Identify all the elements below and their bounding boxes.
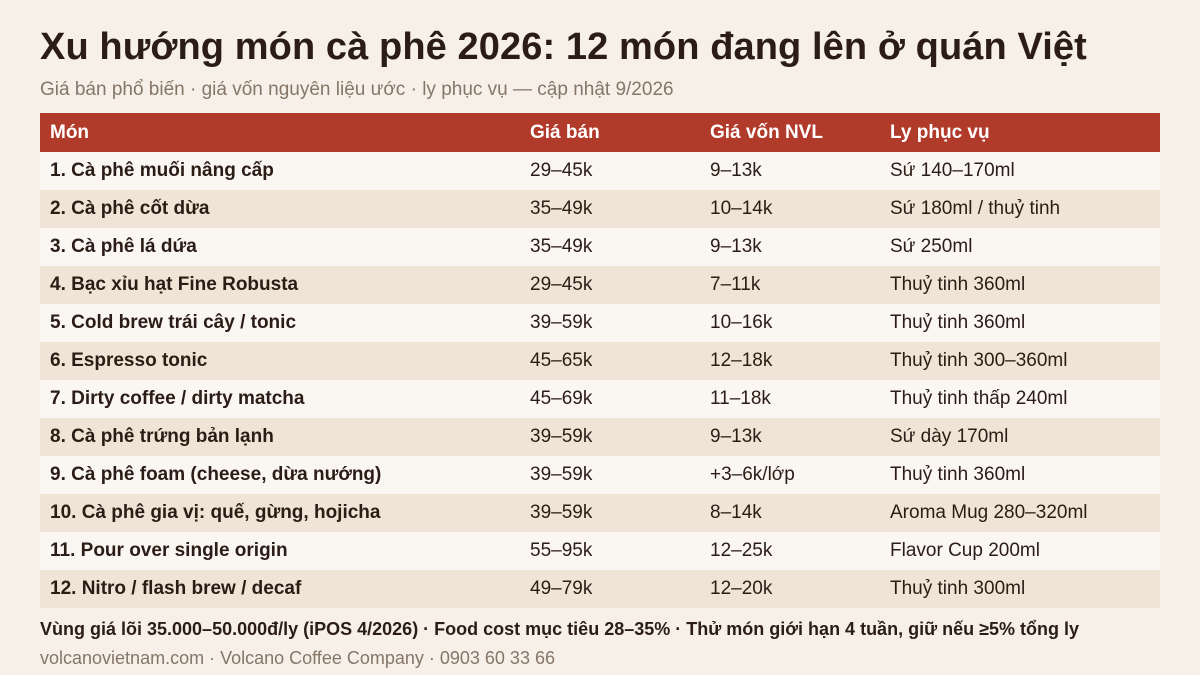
header-price: Giá bán [520, 113, 700, 152]
table-row: 2. Cà phê cốt dừa 35–49k 10–14k Sứ 180ml / … [40, 190, 1160, 228]
table-row: 6. Espresso tonic 45–65k 12–18k Thuỷ tinh 3… [40, 342, 1160, 380]
table-row: 5. Cold brew trái cây / tonic 39–59k 10–16… [40, 304, 1160, 342]
cell-price: 45–65k [520, 342, 700, 380]
cell-cup: Aroma Mug 280–320ml [880, 494, 1160, 532]
table-row: 1. Cà phê muối nâng cấp 29–45k 9–13k Sứ 140… [40, 152, 1160, 190]
table-row: 11. Pour over single origin 55–95k 12–25k F… [40, 532, 1160, 570]
table-row: 8. Cà phê trứng bản lạnh 39–59k 9–13k Sứ dà… [40, 418, 1160, 456]
cell-dish: 10. Cà phê gia vị: quế, gừng, hojicha [40, 494, 520, 532]
header-cost: Giá vốn NVL [700, 113, 880, 152]
cell-dish: 8. Cà phê trứng bản lạnh [40, 418, 520, 456]
coffee-trend-table: Món Giá bán Giá vốn NVL Ly phục vụ 1. Cà… [40, 113, 1160, 608]
table-row: 4. Bạc xỉu hạt Fine Robusta 29–45k 7–11k Th… [40, 266, 1160, 304]
cell-cup: Thuỷ tinh 300–360ml [880, 342, 1160, 380]
cell-dish: 11. Pour over single origin [40, 532, 520, 570]
cell-cost: 11–18k [700, 380, 880, 418]
cell-cup: Thuỷ tinh 360ml [880, 266, 1160, 304]
cell-price: 39–59k [520, 494, 700, 532]
cell-cost: +3–6k/lớp [700, 456, 880, 494]
cell-cost: 10–14k [700, 190, 880, 228]
footer-contact: volcanovietnam.com · Volcano Coffee Comp… [40, 648, 555, 668]
cell-dish: 4. Bạc xỉu hạt Fine Robusta [40, 266, 520, 304]
table-row: 3. Cà phê lá dứa 35–49k 9–13k Sứ 250ml [40, 228, 1160, 266]
cell-price: 49–79k [520, 570, 700, 608]
cell-cup: Thuỷ tinh 360ml [880, 456, 1160, 494]
table-body: 1. Cà phê muối nâng cấp 29–45k 9–13k Sứ 140… [40, 152, 1160, 608]
cell-cost: 12–18k [700, 342, 880, 380]
cell-price: 29–45k [520, 152, 700, 190]
cell-price: 45–69k [520, 380, 700, 418]
cell-cost: 12–25k [700, 532, 880, 570]
table-row: 12. Nitro / flash brew / decaf 49–79k 12–2… [40, 570, 1160, 608]
cell-dish: 5. Cold brew trái cây / tonic [40, 304, 520, 342]
cell-price: 35–49k [520, 228, 700, 266]
cell-dish: 7. Dirty coffee / dirty matcha [40, 380, 520, 418]
cell-cost: 7–11k [700, 266, 880, 304]
table-row: 9. Cà phê foam (cheese, dừa nướng) 39–59k… [40, 456, 1160, 494]
footnote: Vùng giá lõi 35.000–50.000đ/ly (iPOS 4/2… [40, 619, 1079, 639]
cell-price: 29–45k [520, 266, 700, 304]
cell-cost: 10–16k [700, 304, 880, 342]
cell-cup: Sứ 250ml [880, 228, 1160, 266]
cell-cup: Sứ 180ml / thuỷ tinh [880, 190, 1160, 228]
cell-cup: Thuỷ tinh 360ml [880, 304, 1160, 342]
cell-cup: Thuỷ tinh thấp 240ml [880, 380, 1160, 418]
cell-cost: 9–13k [700, 228, 880, 266]
page-title: Xu hướng món cà phê 2026: 12 món đang lê… [40, 26, 1087, 68]
cell-price: 39–59k [520, 456, 700, 494]
cell-cup: Thuỷ tinh 300ml [880, 570, 1160, 608]
cell-dish: 6. Espresso tonic [40, 342, 520, 380]
header-cup: Ly phục vụ [880, 113, 1160, 152]
cell-dish: 12. Nitro / flash brew / decaf [40, 570, 520, 608]
cell-cost: 12–20k [700, 570, 880, 608]
table-row: 10. Cà phê gia vị: quế, gừng, hojicha 39–… [40, 494, 1160, 532]
cell-cup: Sứ 140–170ml [880, 152, 1160, 190]
cell-dish: 2. Cà phê cốt dừa [40, 190, 520, 228]
cell-dish: 3. Cà phê lá dứa [40, 228, 520, 266]
cell-price: 55–95k [520, 532, 700, 570]
table-row: 7. Dirty coffee / dirty matcha 45–69k 11–1… [40, 380, 1160, 418]
cell-price: 39–59k [520, 304, 700, 342]
header-dish: Món [40, 113, 520, 152]
cell-price: 39–59k [520, 418, 700, 456]
table-header-row: Món Giá bán Giá vốn NVL Ly phục vụ [40, 113, 1160, 152]
cell-price: 35–49k [520, 190, 700, 228]
cell-cost: 9–13k [700, 418, 880, 456]
cell-cost: 8–14k [700, 494, 880, 532]
cell-dish: 1. Cà phê muối nâng cấp [40, 152, 520, 190]
cell-cup: Sứ dày 170ml [880, 418, 1160, 456]
cell-cost: 9–13k [700, 152, 880, 190]
cell-dish: 9. Cà phê foam (cheese, dừa nướng) [40, 456, 520, 494]
page-subtitle: Giá bán phổ biến · giá vốn nguyên liệu ư… [40, 79, 674, 100]
cell-cup: Flavor Cup 200ml [880, 532, 1160, 570]
